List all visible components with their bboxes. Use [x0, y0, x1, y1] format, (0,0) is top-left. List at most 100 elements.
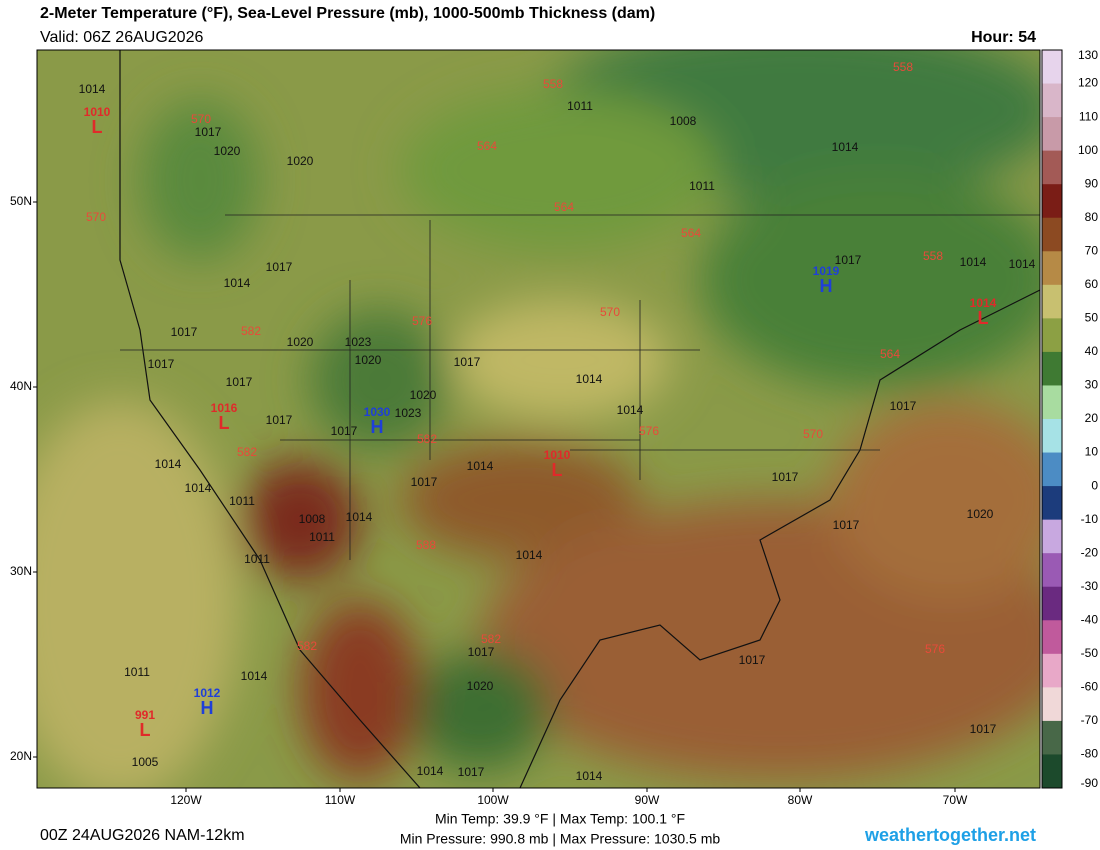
isobar-label: 1014 [467, 459, 494, 473]
lat-label: 20N [10, 749, 32, 763]
pressure-range: Min Pressure: 990.8 mb | Max Pressure: 1… [400, 831, 721, 847]
center-symbol: L [552, 460, 563, 480]
colorbar-band [1042, 251, 1062, 286]
thickness-label: 570 [86, 210, 106, 224]
center-pressure: 1016 [211, 401, 238, 415]
colorbar-label: -70 [1081, 713, 1099, 727]
lon-label: 120W [170, 793, 202, 807]
isobar-label: 1014 [576, 769, 603, 783]
center-symbol: H [201, 698, 214, 718]
colorbar-label: -80 [1081, 747, 1099, 761]
isobar-label: 1023 [345, 335, 372, 349]
colorbar-label: -20 [1081, 545, 1099, 559]
isobar-label: 1008 [299, 512, 326, 526]
isobar-label: 1014 [617, 403, 644, 417]
center-pressure: 1014 [970, 296, 997, 310]
isobar-label: 1014 [1009, 257, 1036, 271]
isobar-label: 1011 [309, 530, 335, 544]
colorbar-label: 10 [1085, 445, 1099, 459]
temperature-field [37, 50, 1040, 788]
colorbar-band [1042, 50, 1062, 85]
thickness-label: 582 [481, 632, 501, 646]
lon-label: 110W [325, 793, 356, 807]
isobar-label: 1017 [833, 518, 860, 532]
colorbar-band [1042, 586, 1062, 621]
isobar-label: 1011 [567, 99, 593, 113]
map: 1014 1017 1020 1020 1011 1008 1011 1014 1017 1014… [37, 50, 1040, 788]
isobar-label: 1011 [244, 552, 270, 566]
colorbar-label: 70 [1085, 243, 1099, 257]
center-pressure: 1019 [813, 264, 840, 278]
center-symbol: L [219, 413, 230, 433]
center-symbol: L [978, 308, 989, 328]
thickness-label: 564 [554, 200, 574, 214]
thickness-label: 582 [237, 445, 257, 459]
borders [120, 214, 1040, 560]
colorbar-label: -40 [1081, 612, 1099, 626]
colorbar-label: 30 [1085, 378, 1099, 392]
colorbar-label: 20 [1085, 411, 1099, 425]
temp-range: Min Temp: 39.9 °F | Max Temp: 100.1 °F [435, 811, 685, 827]
isobar-label: 1014 [346, 510, 373, 524]
lon-label: 90W [635, 793, 660, 807]
isobar-label: 1020 [214, 144, 241, 158]
isobar-label: 1020 [967, 507, 994, 521]
map-labels: 1014 1017 1020 1020 1011 1008 1011 1014 1017 1014… [79, 60, 1036, 783]
isobar-label: 1017 [226, 375, 253, 389]
isobar-label: 1017 [148, 357, 175, 371]
colorbar-label: -50 [1081, 646, 1099, 660]
isobar-label: 1014 [224, 276, 251, 290]
colorbar-band [1042, 720, 1062, 755]
isobar-label: 1014 [155, 457, 182, 471]
center-symbol: H [371, 417, 384, 437]
lat-label: 30N [10, 564, 32, 578]
colorbar-label: 130 [1078, 48, 1098, 62]
colorbar: 1301201101009080706050403020100-10-20-30… [1041, 48, 1099, 790]
thickness-label: 570 [803, 427, 823, 441]
thickness-label: 564 [880, 347, 900, 361]
thickness-label: 582 [417, 432, 437, 446]
isobar-label: 1020 [287, 154, 314, 168]
isobar-label: 1023 [395, 406, 422, 420]
title: 2-Meter Temperature (°F), Sea-Level Pres… [40, 5, 655, 22]
isobar-label: 1020 [287, 335, 314, 349]
isobar-label: 1017 [266, 260, 293, 274]
colorbar-label: 120 [1078, 76, 1098, 90]
isobar-label: 1011 [229, 494, 255, 508]
colorbar-label: 50 [1085, 311, 1099, 325]
colorbar-band [1042, 150, 1062, 185]
thickness-label: 570 [191, 112, 211, 126]
thickness-label: 582 [241, 324, 261, 338]
thickness-label: 570 [600, 305, 620, 319]
colorbar-label: 0 [1091, 478, 1098, 492]
lon-label: 80W [788, 793, 813, 807]
isobar-label: 1017 [835, 253, 862, 267]
isobar-label: 1020 [467, 679, 494, 693]
thickness-label: 564 [681, 226, 701, 240]
isobar-label: 1020 [355, 353, 382, 367]
isobar-label: 1017 [171, 325, 198, 339]
colorbar-label: 60 [1085, 277, 1099, 291]
center-pressure: 1010 [84, 105, 111, 119]
isobar-label: 1017 [195, 125, 222, 139]
isobar-label: 1017 [772, 470, 799, 484]
isobar-label: 1017 [970, 722, 997, 736]
isobar-label: 1014 [241, 669, 268, 683]
isobar-label: 1017 [411, 475, 438, 489]
isobar-label: 1017 [739, 653, 766, 667]
thickness-label: 582 [297, 639, 317, 653]
lon-label: 70W [943, 793, 968, 807]
colorbar-label: -60 [1081, 680, 1099, 694]
thickness-label: 558 [893, 60, 913, 74]
thickness-label: 558 [923, 249, 943, 263]
isobar-label: 1011 [689, 179, 715, 193]
colorbar-band [1042, 385, 1062, 420]
isobar-label: 1020 [410, 388, 437, 402]
colorbar-band [1042, 83, 1062, 118]
colorbar-label: 80 [1085, 210, 1099, 224]
isobar-label: 1014 [185, 481, 212, 495]
colorbar-band [1042, 754, 1062, 789]
colorbar-band [1042, 452, 1062, 487]
colorbar-band [1042, 653, 1062, 688]
colorbar-band [1042, 184, 1062, 219]
